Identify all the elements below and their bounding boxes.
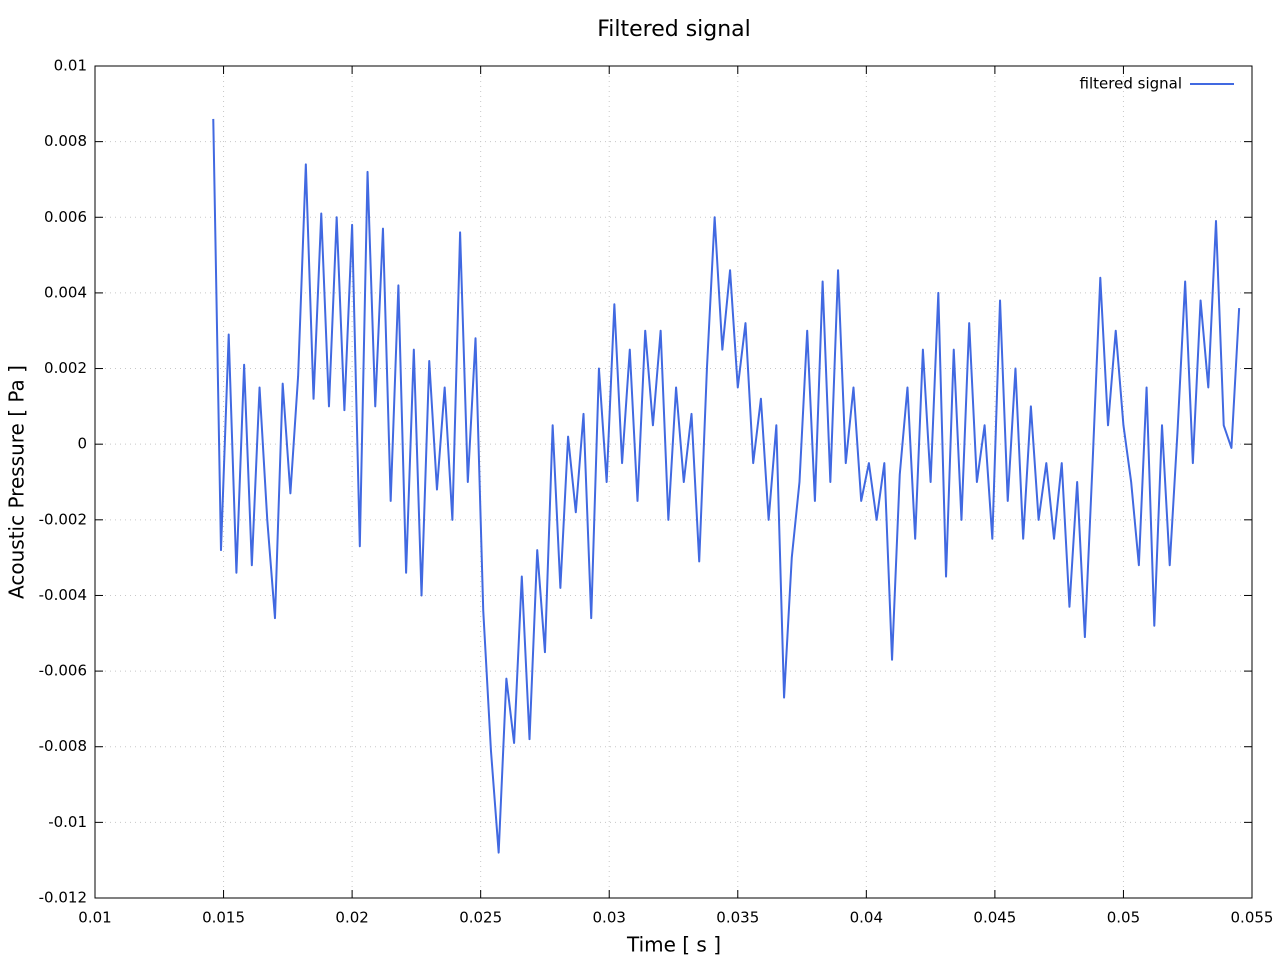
y-tick-label: -0.004 [39,586,87,604]
y-tick-label: -0.01 [48,813,87,831]
plot-frame [94,65,1253,899]
y-tick-label: -0.012 [39,889,87,907]
y-tick-label: 0.01 [54,57,87,75]
chart-title: Filtered signal [597,17,751,42]
y-tick-label: -0.008 [39,737,87,755]
x-tick-label: 0.05 [1107,909,1140,927]
x-tick-label: 0.01 [78,909,111,927]
x-tick-label: 0.015 [202,909,245,927]
legend-label: filtered signal [1080,75,1182,93]
x-tick-label: 0.035 [716,909,759,927]
y-tick-label: 0.002 [44,359,87,377]
data-line [212,118,1241,854]
y-tick-label: 0 [77,435,87,453]
y-tick-label: 0.006 [44,208,87,226]
y-tick-label: -0.002 [39,510,87,528]
x-tick-label: 0.055 [1231,909,1274,927]
x-tick-label: 0.02 [335,909,368,927]
x-tick-label: 0.045 [973,909,1016,927]
x-axis-label: Time [ s ] [626,933,721,957]
x-tick-label: 0.025 [459,909,502,927]
y-tick-label: -0.006 [39,662,87,680]
y-tick-label: 0.008 [44,132,87,150]
y-tick-label: 0.004 [44,283,87,301]
x-tick-label: 0.04 [850,909,883,927]
x-tick-label: 0.03 [593,909,626,927]
y-axis-label: Acoustic Pressure [ Pa ] [5,365,29,599]
